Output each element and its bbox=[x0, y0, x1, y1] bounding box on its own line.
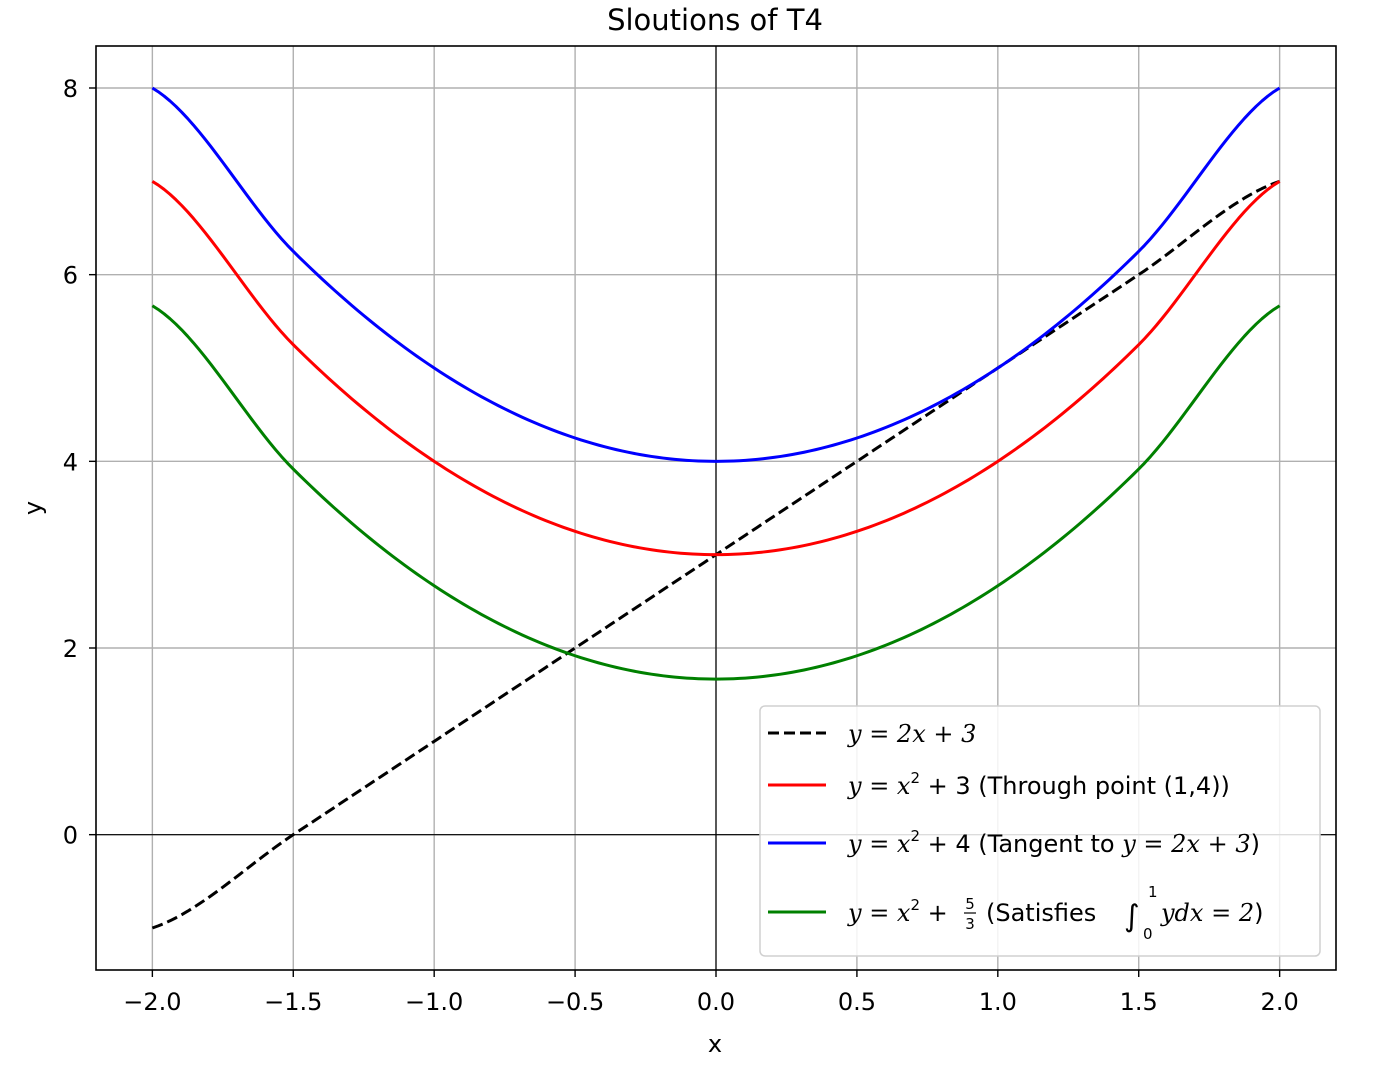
x-axis-ticks: −2.0 −1.5 −1.0 −0.5 0.0 0.5 1.0 1.5 2.0 bbox=[123, 970, 1299, 1016]
legend: y = 2x + 3 y = x2 + 3 (Through point (1,… bbox=[759, 705, 1321, 957]
x-tick-label: −0.5 bbox=[546, 988, 604, 1016]
legend-label-red: y = x2 + 3 (Through point (1,4)) bbox=[847, 769, 1230, 800]
x-tick-label: −2.0 bbox=[123, 988, 181, 1016]
y-axis-label: y bbox=[19, 501, 47, 515]
legend-label-blue: y = x2 + 4 (Tangent to y = 2x + 3) bbox=[847, 827, 1260, 858]
x-tick-label: −1.5 bbox=[264, 988, 322, 1016]
legend-frac-num: 5 bbox=[965, 895, 975, 913]
y-tick-label: 0 bbox=[63, 822, 78, 850]
x-tick-label: −1.0 bbox=[405, 988, 463, 1016]
x-axis-label: x bbox=[708, 1030, 722, 1058]
legend-eq-red-b: + 3 bbox=[920, 772, 971, 800]
x-tick-label: 2.0 bbox=[1261, 988, 1299, 1016]
y-axis-ticks: 0 2 4 6 8 bbox=[63, 75, 96, 850]
y-tick-label: 8 bbox=[63, 75, 78, 103]
legend-post-blue-math: y = 2x + 3 bbox=[1121, 830, 1250, 858]
legend-integral-sign: ∫ bbox=[1124, 899, 1140, 934]
x-tick-label: 1.0 bbox=[979, 988, 1017, 1016]
legend-frac-den: 3 bbox=[965, 915, 975, 933]
legend-eq-green-a: y = x bbox=[847, 899, 911, 927]
y-tick-label: 4 bbox=[63, 448, 78, 476]
y-tick-label: 2 bbox=[63, 635, 78, 663]
legend-post-green-b: ) bbox=[1254, 899, 1263, 927]
series-line-1 bbox=[151, 180, 1281, 557]
legend-post-green-a: (Satisfies bbox=[986, 899, 1096, 927]
legend-eq-red-a: y = x bbox=[847, 772, 911, 800]
legend-post-blue-b: ) bbox=[1251, 830, 1260, 858]
legend-eq-green-b: + bbox=[920, 899, 948, 927]
legend-post-blue-a: (Tangent to bbox=[971, 830, 1123, 858]
legend-eq-green-sup: 2 bbox=[910, 896, 920, 914]
legend-post-green-math: ydx = 2 bbox=[1160, 899, 1254, 927]
legend-label-green-post: (Satisfies bbox=[986, 899, 1096, 927]
legend-label-green-eq: y = x2 + bbox=[847, 896, 948, 927]
legend-eq-blue-b: + 4 bbox=[920, 830, 971, 858]
legend-label-green-tail: ydx = 2) bbox=[1160, 899, 1263, 927]
x-tick-label: 1.5 bbox=[1120, 988, 1158, 1016]
legend-integral-lower: 0 bbox=[1143, 925, 1153, 943]
legend-box bbox=[759, 705, 1321, 957]
x-tick-label: 0.0 bbox=[697, 988, 735, 1016]
chart-title: Sloutions of T4 bbox=[607, 3, 823, 37]
legend-eq-blue-sup: 2 bbox=[910, 827, 920, 845]
legend-eq-blue-a: y = x bbox=[847, 830, 911, 858]
legend-label-linear: y = 2x + 3 bbox=[847, 720, 976, 748]
legend-integral-upper: 1 bbox=[1148, 883, 1158, 901]
series-layer bbox=[151, 86, 1281, 930]
legend-eq-linear: y = 2x + 3 bbox=[847, 720, 976, 748]
series-line-3 bbox=[151, 304, 1281, 681]
series-line-2 bbox=[151, 86, 1281, 463]
x-tick-label: 0.5 bbox=[838, 988, 876, 1016]
legend-eq-red-sup: 2 bbox=[910, 769, 920, 787]
y-tick-label: 6 bbox=[63, 262, 78, 290]
legend-post-red: (Through point (1,4)) bbox=[971, 772, 1230, 800]
